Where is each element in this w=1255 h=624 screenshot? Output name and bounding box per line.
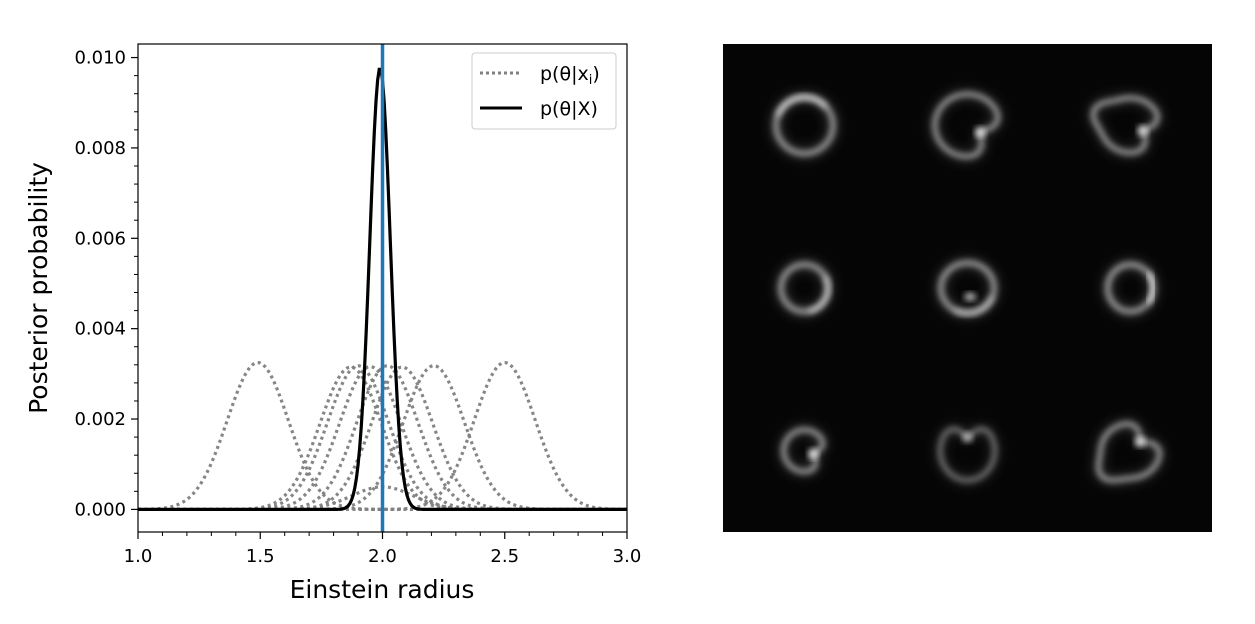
lensed-arc (1096, 422, 1162, 482)
cusp-bright-spot (1134, 436, 1145, 447)
legend: p(θ|xi) p(θ|X) (471, 52, 617, 130)
individual-posterior-line-1 (138, 361, 627, 512)
posterior-chart: 1.0 1.5 2.0 2.5 3.0 0.0000.0020.0040.0060.00… (24, 43, 642, 604)
y-tick-label: 0.004 (74, 319, 126, 340)
lens-panel-6 (1103, 259, 1158, 317)
lensed-arc (1091, 96, 1160, 155)
x-tick-label: 2.5 (490, 546, 519, 567)
y-tick-label: 0.002 (74, 409, 126, 430)
individual-posterior-line-9 (138, 360, 627, 512)
lensed-arc (938, 427, 997, 483)
lens-panel-4 (776, 259, 833, 317)
lens-inner-spot (964, 292, 977, 301)
y-tick-label: 0.010 (74, 48, 126, 69)
legend-label-combined: p(θ|X) (540, 98, 598, 120)
cusp-bright-spot (808, 448, 819, 459)
legend-box (471, 52, 617, 130)
x-tick-label: 1.0 (124, 546, 153, 567)
x-tick-label: 1.5 (246, 546, 275, 567)
y-tick-label: 0.008 (74, 138, 126, 159)
ring-bright-arc (775, 95, 828, 117)
x-axis-label: Einstein radius (290, 575, 475, 604)
x-tick-label: 3.0 (613, 546, 642, 567)
posterior-curves (138, 44, 627, 532)
x-tick-label: 2.0 (368, 546, 397, 567)
legend-label-individual: p(θ|xi) (540, 63, 600, 88)
lens-image-background (723, 44, 1212, 532)
lens-image-grid (723, 44, 1212, 532)
ring-bright-arc (808, 275, 831, 314)
y-axis-ticks: 0.000 0.002 0.004 0.006 0.008 0.010 (74, 48, 138, 520)
cusp-bright-spot (1137, 125, 1148, 136)
lens-panel-7 (779, 425, 828, 477)
lens-panel-2 (930, 89, 1003, 161)
cusp-bright-spot (962, 432, 973, 443)
lens-panels (771, 89, 1165, 485)
y-tick-label: 0.006 (74, 228, 126, 249)
lens-panel-1 (771, 92, 838, 158)
lens-panel-9 (1093, 419, 1165, 485)
cusp-bright-spot (975, 127, 986, 138)
ring-bright-arc (953, 295, 995, 316)
lensed-arc (933, 92, 1000, 159)
y-tick-label: 0.000 (74, 499, 126, 520)
ring-bright-arc (1146, 271, 1156, 305)
lensed-arc (781, 428, 825, 474)
y-axis-label: Posterior probability (24, 162, 53, 414)
lens-panel-8 (935, 424, 1000, 485)
x-axis-ticks: 1.0 1.5 2.0 2.5 3.0 (124, 532, 642, 567)
lens-panel-3 (1088, 93, 1163, 158)
lens-panel-5 (936, 258, 999, 318)
